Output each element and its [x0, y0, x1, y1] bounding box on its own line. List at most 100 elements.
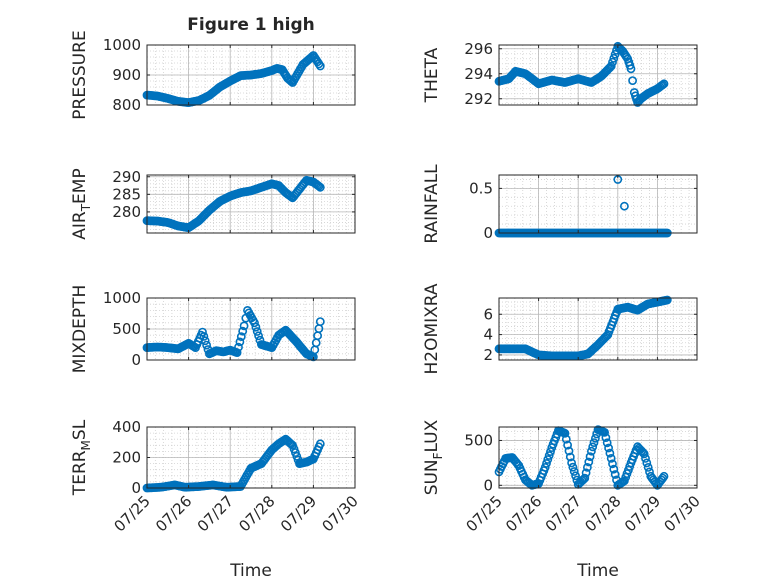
data-point	[601, 433, 611, 442]
data-point	[600, 427, 609, 437]
y-tick-label: 0	[483, 224, 493, 242]
data-point	[315, 61, 325, 71]
y-axis-label: TERRMSL	[70, 419, 93, 496]
plot-area	[499, 175, 697, 233]
y-axis-label-text: TERR	[70, 450, 90, 496]
y-axis-label-suffix: LUX	[422, 419, 442, 452]
data-point	[606, 61, 616, 71]
data-point	[250, 318, 259, 328]
data-point	[609, 53, 619, 63]
y-tick-label: 290	[112, 168, 141, 186]
data-point	[314, 181, 324, 191]
data-point	[604, 64, 614, 74]
data-point	[546, 447, 555, 456]
data-point	[236, 332, 246, 341]
data-point	[560, 428, 570, 438]
data-point	[610, 470, 620, 479]
y-tick-label: 2	[483, 346, 493, 364]
data-point	[315, 439, 325, 449]
y-tick-label: 296	[464, 40, 493, 58]
data-point	[254, 331, 263, 341]
data-point	[199, 331, 209, 341]
data-point	[577, 476, 587, 485]
data-point	[232, 348, 242, 357]
data-point	[642, 458, 652, 468]
y-tick-label: 0	[483, 476, 493, 494]
data-point	[658, 473, 668, 483]
y-axis-label: SUNFLUX	[422, 419, 445, 495]
data-point	[565, 452, 575, 462]
data-point	[605, 448, 615, 458]
y-axis-label-text: H2OMIXRA	[422, 283, 442, 374]
y-tick-label: 500	[112, 320, 141, 338]
y-tick-label: 400	[112, 418, 141, 436]
y-tick-label: 200	[112, 449, 141, 467]
data-point	[513, 459, 522, 469]
axes-box	[498, 44, 698, 106]
data-point	[659, 79, 669, 89]
data-point	[659, 471, 669, 481]
axes-box	[498, 297, 698, 361]
data-series	[494, 41, 669, 107]
data-series	[142, 51, 325, 107]
y-axis-label: AIRTEMP	[70, 168, 93, 239]
y-tick-label: 285	[112, 185, 141, 203]
y-axis-label: THETA	[422, 47, 442, 103]
y-tick-label: 0	[131, 351, 141, 369]
data-point	[569, 467, 579, 476]
data-point	[315, 182, 325, 192]
axes-h2omixra: 2 4 6 H2OMIXRA	[422, 283, 698, 375]
y-tick-label: 292	[464, 90, 493, 108]
y-axis-label-text: MIXDEPTH	[70, 285, 90, 374]
y-tick-label: 0	[131, 479, 141, 497]
data-point	[588, 442, 598, 452]
data-point	[200, 336, 210, 346]
data-point	[581, 468, 591, 478]
y-axis-label-text: AIR	[70, 211, 90, 240]
data-point	[606, 453, 616, 463]
y-axis-label: H2OMIXRA	[422, 283, 442, 374]
data-point	[202, 340, 211, 350]
y-axis-label: PRESSURE	[70, 30, 90, 119]
data-point	[542, 458, 551, 468]
data-point	[585, 452, 595, 461]
y-tick-label: 4	[483, 326, 493, 344]
data-point	[628, 76, 637, 85]
y-axis-label-subscript: T	[79, 203, 93, 212]
y-tick-label: 280	[112, 203, 141, 221]
axes-rainfall: 0 0.5 RAINFALL	[422, 164, 698, 244]
data-point	[609, 464, 619, 474]
data-point	[563, 440, 572, 450]
data-point	[584, 457, 594, 467]
data-point	[604, 443, 613, 453]
y-axis-label-suffix: EMP	[70, 168, 90, 204]
data-point	[662, 295, 672, 305]
data-point	[587, 446, 596, 456]
data-point	[238, 326, 248, 336]
y-tick-label: 6	[483, 305, 493, 323]
y-axis-label-subscript: M	[79, 440, 93, 450]
axes-pressure: 800 900 1000 PRESSURE	[70, 30, 356, 120]
data-point	[591, 433, 600, 443]
axes-box	[498, 174, 698, 234]
data-point	[643, 462, 653, 472]
y-axis-label-text: THETA	[422, 47, 442, 103]
data-point	[543, 455, 553, 464]
data-point	[235, 337, 245, 347]
x-axis-label: Time	[229, 561, 272, 581]
figure-title: Figure 1 high	[187, 15, 315, 35]
data-point	[198, 327, 207, 337]
data-point	[641, 453, 650, 463]
y-axis-label: RAINFALL	[422, 164, 442, 244]
y-axis-label-text: PRESSURE	[70, 30, 90, 119]
data-point	[608, 459, 617, 469]
y-axis-label: MIXDEPTH	[70, 285, 90, 374]
data-point	[544, 451, 554, 460]
data-point	[580, 473, 590, 483]
x-axis-label: Time	[576, 561, 619, 581]
y-axis-label-suffix: SL	[70, 419, 90, 440]
data-point	[567, 458, 576, 468]
y-tick-label: 900	[112, 66, 141, 84]
axes-mixdepth: 0 500 1000 MIXDEPTH	[70, 285, 356, 374]
